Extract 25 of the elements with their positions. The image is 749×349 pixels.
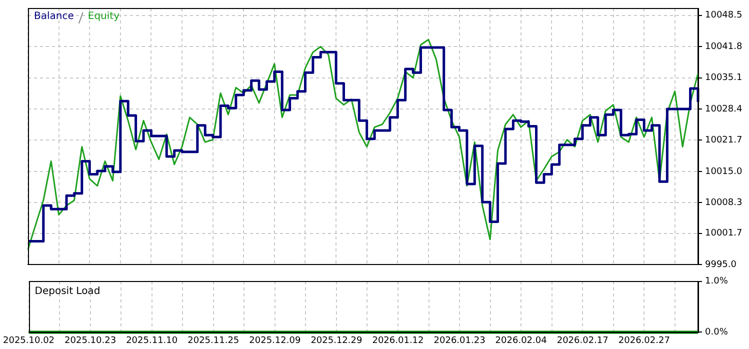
y-tick-label: 10041.8 — [705, 42, 742, 52]
y-tick-label: 0.0% — [705, 328, 728, 338]
y-tick-label: 10015.0 — [705, 166, 742, 177]
y-tick-label: 9995.0 — [705, 260, 737, 270]
x-tick-label: 2026.02.04 — [495, 336, 548, 346]
x-tick-label: 2026.01.23 — [434, 336, 486, 346]
y-tick-label: 10035.1 — [705, 73, 742, 84]
x-tick-label: 2026.02.27 — [618, 336, 670, 346]
x-tick-label: 2025.12.29 — [310, 336, 362, 346]
x-tick-label: 2026.02.17 — [556, 336, 608, 346]
y-tick-label: 10028.4 — [705, 104, 742, 114]
x-tick-label: 2026.01.12 — [372, 336, 424, 346]
y-tick-label: 10001.7 — [705, 228, 742, 239]
x-tick-label: 2025.10.02 — [3, 336, 55, 346]
x-tick-label: 2025.11.10 — [126, 336, 178, 346]
x-tick-label: 2025.11.25 — [188, 336, 240, 346]
y-tick-label: 1.0% — [705, 276, 728, 287]
y-tick-label: 10008.3 — [705, 198, 742, 208]
text: Balance — [34, 10, 74, 22]
x-tick-label: 2025.12.09 — [249, 336, 301, 346]
text: Equity — [88, 10, 120, 22]
y-tick-label: 10048.5 — [705, 10, 742, 21]
y-tick-label: 10021.7 — [705, 136, 742, 146]
x-tick-label: 2025.10.23 — [64, 336, 116, 346]
chart-title: Deposit Load — [34, 286, 100, 297]
